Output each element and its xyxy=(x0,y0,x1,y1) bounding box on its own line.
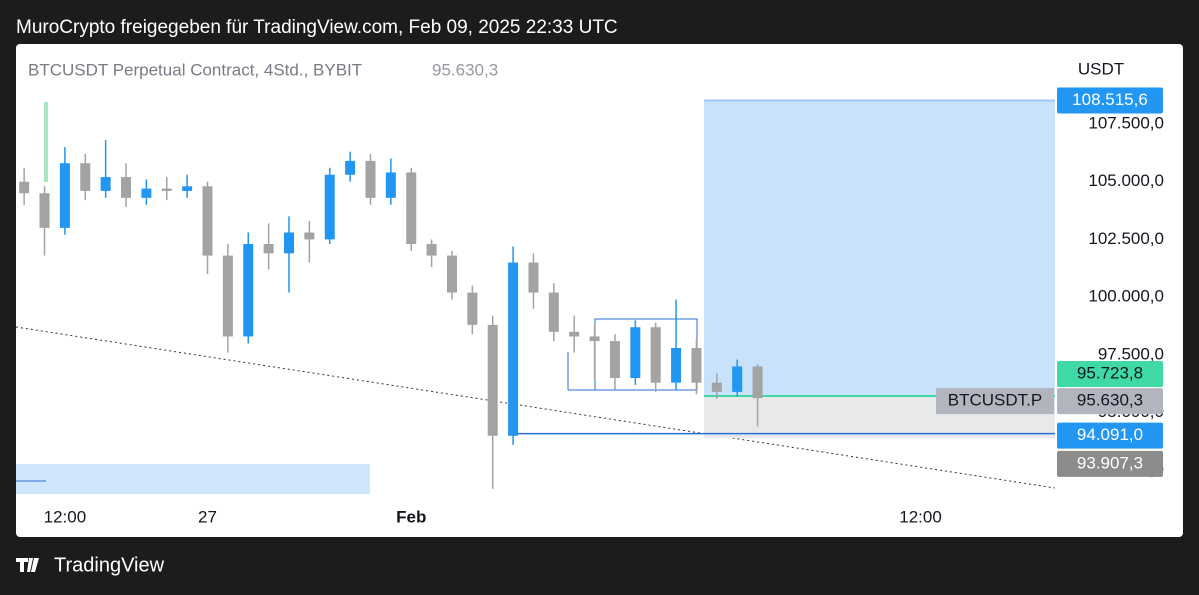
candle-body xyxy=(508,262,519,436)
candle-body xyxy=(630,327,641,379)
candle-body xyxy=(752,366,763,399)
candle-body xyxy=(39,193,50,228)
logo xyxy=(16,558,39,572)
target-zone xyxy=(704,100,1055,396)
candle-body xyxy=(426,244,437,256)
brand: TradingView xyxy=(54,554,165,576)
candle-body xyxy=(263,244,274,254)
candle-body xyxy=(202,186,213,256)
candle-body xyxy=(650,327,661,383)
candle-body xyxy=(671,348,682,383)
candle-body xyxy=(222,255,233,337)
price-badge xyxy=(1057,87,1163,114)
price-badge xyxy=(1057,450,1163,477)
marker xyxy=(44,102,48,182)
price-badge xyxy=(1057,388,1163,415)
candle-body xyxy=(161,188,172,191)
candle-body xyxy=(182,186,193,191)
candle-body xyxy=(59,163,70,228)
candle-body xyxy=(141,188,152,198)
candle-body xyxy=(121,177,132,198)
symbol-badge xyxy=(936,388,1054,415)
candle-body xyxy=(80,163,91,191)
price-badge-label: 93.907,3 xyxy=(1077,453,1143,472)
candle-body xyxy=(569,331,580,337)
candle-body xyxy=(548,292,559,332)
last-price: 95.630,3 xyxy=(432,60,498,79)
axis-unit: USDT xyxy=(1078,59,1124,78)
x-tick-label: Feb xyxy=(396,507,426,526)
price-badge-label: 94.091,0 xyxy=(1077,425,1143,444)
candle-body xyxy=(100,177,111,191)
candle-body xyxy=(345,160,356,175)
candle-body xyxy=(589,336,600,342)
candle-body xyxy=(406,172,417,245)
y-tick-label: 102.500,0 xyxy=(1088,229,1164,248)
candle-body xyxy=(467,292,478,325)
candle-body xyxy=(711,382,722,392)
y-tick-label: 107.500,0 xyxy=(1088,113,1164,132)
y-tick-label: 100.000,0 xyxy=(1088,287,1164,306)
candle-body xyxy=(19,181,30,194)
price-badge-label: 95.723,8 xyxy=(1077,363,1143,382)
symbol-badge-label: BTCUSDT.P xyxy=(948,391,1042,410)
candle-body xyxy=(304,232,315,240)
candle-body xyxy=(283,232,294,254)
candle-body xyxy=(365,160,376,198)
candle-body xyxy=(324,174,335,240)
x-tick-label: 12:00 xyxy=(44,507,87,526)
price-badge xyxy=(1057,422,1163,449)
candle-body xyxy=(732,366,743,392)
candle-body xyxy=(385,172,396,198)
share-header: MuroCrypto freigegeben für TradingView.c… xyxy=(16,17,618,38)
y-tick-label: 97.500,0 xyxy=(1098,344,1164,363)
drawing-box xyxy=(16,464,370,494)
y-tick-label: 105.000,0 xyxy=(1088,171,1164,190)
symbol-title: BTCUSDT Perpetual Contract, 4Std., BYBIT xyxy=(28,60,362,79)
x-tick-label: 12:00 xyxy=(899,507,942,526)
price-badge-label: 95.630,3 xyxy=(1077,391,1143,410)
candle-body xyxy=(446,255,457,293)
candle-body xyxy=(609,341,620,379)
price-badge-label: 108.515,6 xyxy=(1072,90,1148,109)
x-tick-label: 27 xyxy=(198,507,217,526)
candle-body xyxy=(487,324,498,436)
trendline xyxy=(16,326,1055,489)
candle-body xyxy=(243,244,254,337)
candle-body xyxy=(528,262,539,293)
price-badge xyxy=(1057,360,1163,387)
candle-body xyxy=(691,348,702,383)
